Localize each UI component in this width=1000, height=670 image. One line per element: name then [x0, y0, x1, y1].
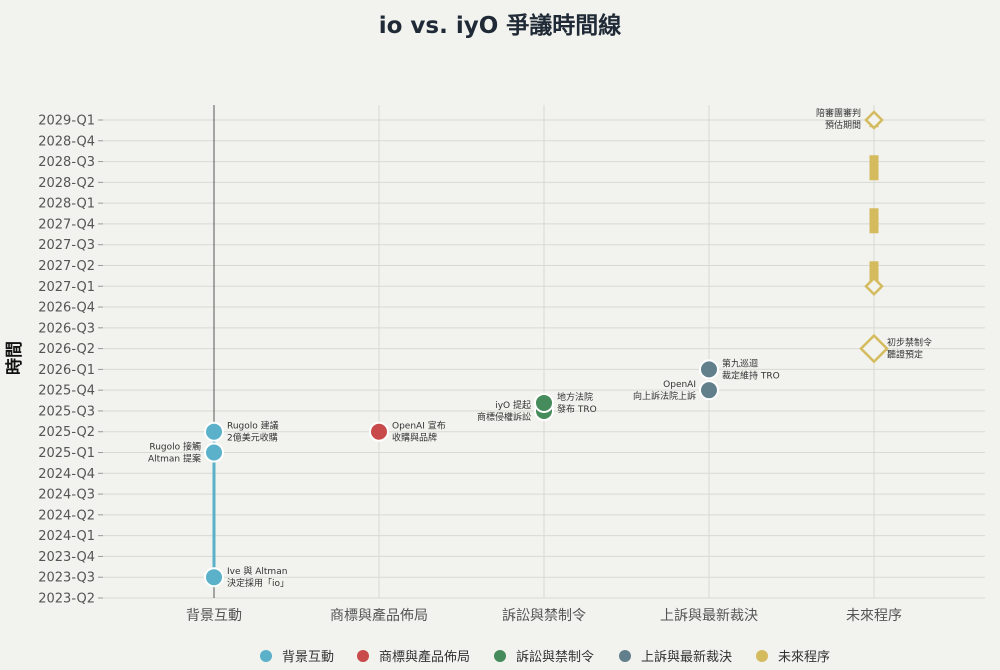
- x-category-label: 背景互動: [186, 608, 242, 624]
- point-marker-diamond: [864, 110, 884, 130]
- legend-swatch: [260, 650, 272, 662]
- y-tick-label: 2023-Q2: [38, 592, 95, 607]
- point-marker-diamond: [859, 333, 889, 364]
- point-marker-diamond: [864, 276, 884, 297]
- legend-label: 背景互動: [282, 650, 334, 665]
- y-axis-label: 時間: [4, 341, 25, 375]
- point-annotation: OpenAI: [663, 380, 696, 390]
- point-marker: [204, 442, 224, 463]
- y-tick-label: 2025-Q3: [38, 404, 95, 419]
- y-tick-label: 2026-Q3: [38, 321, 95, 336]
- point-annotation: OpenAI 宣布: [392, 420, 446, 432]
- legend-label: 訴訟與禁制令: [516, 649, 594, 665]
- marks-layer: [204, 110, 889, 588]
- point-annotation: Altman 提案: [148, 453, 201, 465]
- point-annotation: Ive 與 Altman: [227, 565, 287, 577]
- chart-title: io vs. iyO 爭議時間線: [378, 13, 622, 39]
- point-annotation: 商標侵權訴訟: [477, 411, 531, 423]
- y-tick-label: 2027-Q4: [38, 217, 95, 232]
- point-marker: [369, 421, 389, 442]
- legend-label: 商標與產品佈局: [379, 649, 470, 665]
- y-tick-label: 2028-Q4: [38, 134, 95, 149]
- legend-label: 上訴與最新裁決: [641, 649, 732, 665]
- point-annotation: 2億美元收購: [227, 432, 278, 444]
- point-marker: [534, 392, 554, 413]
- x-category-label: 商標與產品佈局: [330, 607, 428, 624]
- y-tick-label: 2027-Q2: [38, 259, 95, 274]
- grid-layer: [103, 105, 985, 599]
- legend-swatch: [756, 650, 768, 662]
- point-annotation: 聽證預定: [887, 349, 923, 361]
- point-annotation: 決定採用「io」: [227, 577, 289, 589]
- y-tick-label: 2025-Q2: [38, 425, 95, 440]
- legend-swatch: [619, 650, 631, 662]
- legend-swatch: [494, 650, 506, 662]
- x-category-label: 訴訟與禁制令: [502, 608, 586, 624]
- y-tick-label: 2028-Q3: [38, 155, 95, 170]
- y-tick-label: 2026-Q4: [38, 301, 95, 316]
- point-marker: [699, 380, 719, 401]
- y-tick-label: 2027-Q1: [38, 280, 95, 295]
- point-annotation: 預估期間: [825, 119, 861, 131]
- y-tick-label: 2023-Q4: [38, 550, 95, 565]
- point-annotation: 初步禁制令: [887, 337, 932, 349]
- point-annotation: iyO 提起: [495, 400, 531, 411]
- y-tick-label: 2027-Q3: [38, 238, 95, 253]
- legend-swatch: [357, 650, 369, 662]
- y-tick-label: 2025-Q4: [38, 384, 95, 399]
- point-annotation: Rugolo 建議: [227, 420, 279, 432]
- y-tick-label: 2026-Q2: [38, 342, 95, 357]
- y-tick-label: 2024-Q2: [38, 508, 95, 523]
- point-annotation: 地方法院: [557, 391, 593, 403]
- y-tick-label: 2026-Q1: [38, 363, 95, 378]
- legend-label: 未來程序: [778, 650, 830, 665]
- y-tick-label: 2024-Q4: [38, 467, 95, 482]
- legend: 背景互動 商標與產品佈局 訴訟與禁制令 上訴與最新裁決 未來程序: [260, 649, 830, 665]
- point-marker: [204, 421, 224, 442]
- point-annotation: 裁定維持 TRO: [722, 369, 780, 381]
- point-annotation: 發布 TRO: [557, 403, 597, 415]
- point-annotation: 收購與品牌: [392, 432, 437, 444]
- y-tick-label: 2029-Q1: [38, 114, 95, 129]
- point-annotation: 第九巡迴: [722, 357, 758, 369]
- x-category-label: 上訴與最新裁決: [660, 608, 758, 624]
- point-annotation: Rugolo 接觸: [149, 441, 201, 453]
- point-marker: [699, 359, 719, 380]
- x-category-label: 未來程序: [846, 608, 902, 624]
- point-marker: [204, 567, 224, 588]
- y-tick-label: 2028-Q2: [38, 176, 95, 191]
- y-tick-label: 2023-Q3: [38, 571, 95, 586]
- y-tick-label: 2024-Q3: [38, 488, 95, 503]
- y-tick-label: 2025-Q1: [38, 446, 95, 461]
- point-annotation: 陪審團審判: [816, 107, 861, 119]
- point-annotation: 向上訴法院上訴: [633, 390, 696, 402]
- y-tick-label: 2024-Q1: [38, 529, 95, 544]
- axes-layer: 2023-Q2 2023-Q3 2023-Q4 2024-Q1 2024-Q2 2024-…: [4, 114, 902, 625]
- y-tick-label: 2028-Q1: [38, 197, 95, 212]
